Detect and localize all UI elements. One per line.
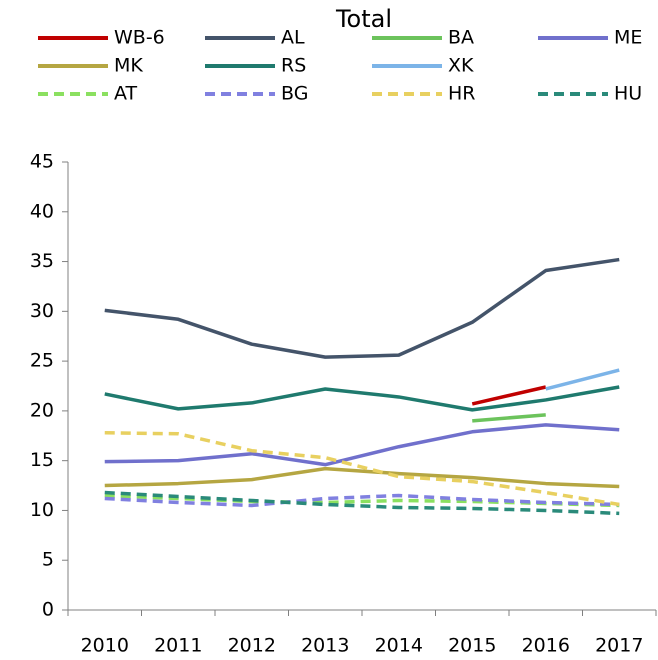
series-line (104, 385, 620, 412)
legend-label: AL (281, 27, 305, 49)
y-tick-label: 20 (30, 399, 54, 421)
x-tick-label: 2010 (81, 635, 129, 657)
x-tick-label: 2016 (522, 635, 570, 657)
x-tick-label: 2015 (448, 635, 496, 657)
y-tick-label: 15 (30, 449, 54, 471)
y-tick-label: 0 (42, 599, 54, 621)
legend-label: XK (448, 55, 474, 77)
legend-label: RS (281, 55, 306, 77)
series-line (471, 385, 547, 406)
y-tick-label: 40 (30, 200, 54, 222)
series-line (104, 490, 620, 516)
x-tick-label: 2017 (595, 635, 643, 657)
legend-label: AT (114, 83, 138, 105)
series-line (104, 423, 620, 467)
x-tick-label: 2012 (228, 635, 276, 657)
legend-label: ME (614, 27, 642, 49)
legend-label: BA (448, 27, 474, 49)
y-tick-label: 30 (30, 300, 54, 322)
legend-label: BG (281, 83, 308, 105)
legend-label: HU (614, 83, 642, 105)
legend-label: WB-6 (114, 27, 165, 49)
y-tick-label: 25 (30, 350, 54, 372)
x-tick-label: 2011 (154, 635, 202, 657)
y-tick-label: 35 (30, 250, 54, 272)
y-tick-label: 5 (42, 549, 54, 571)
legend-label: HR (448, 83, 476, 105)
series-line (472, 413, 546, 423)
series-line (104, 493, 620, 508)
x-tick-label: 2014 (375, 635, 423, 657)
series-line (104, 466, 620, 489)
y-tick-label: 10 (30, 499, 54, 521)
y-tick-label: 45 (30, 151, 54, 173)
x-tick-label: 2013 (301, 635, 349, 657)
series-line (104, 257, 620, 359)
series-line (104, 493, 620, 508)
legend-label: MK (114, 55, 143, 77)
series-line (545, 368, 620, 391)
series-line (104, 431, 620, 507)
chart-title: Total (335, 5, 392, 33)
